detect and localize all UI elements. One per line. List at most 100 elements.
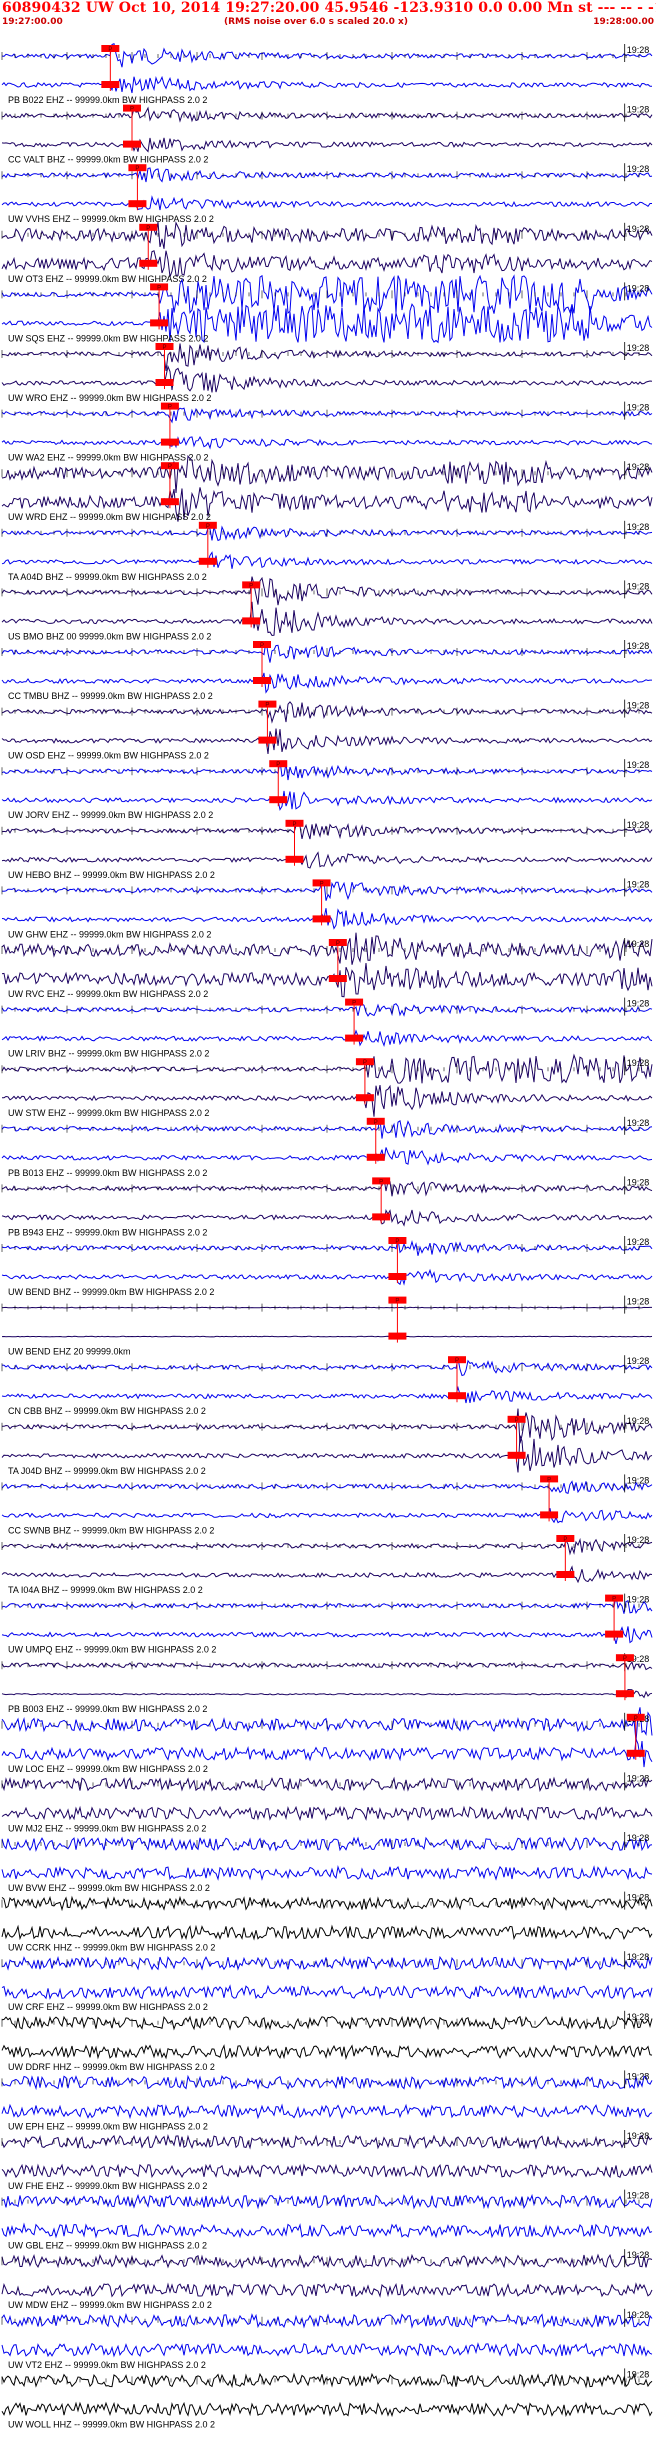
trace-label: PB B022 EHZ -- 99999.0km BW HIGHPASS 2.0… (8, 95, 207, 105)
trace-label: CN CBB BHZ -- 99999.0km BW HIGHPASS 2.0 … (8, 1406, 206, 1416)
time-ticks (1, 2257, 640, 2266)
minute-label: 19:28 (627, 1595, 650, 1605)
trace-row: 19:28 PB B943 EHZ -- 99999.0km BW HIGHPAS… (1, 1176, 653, 1237)
waveform-line (1, 1565, 653, 1584)
pick-label: P (395, 1299, 399, 1305)
trace-row: 19:28 UW MDW EHZ -- 99999.0km BW HIGHPASS… (1, 2249, 653, 2310)
pick-label: P (352, 1001, 356, 1007)
waveform-line (1, 576, 653, 606)
waveform-line (1, 1626, 653, 1645)
trace-label: US BMO BHZ 00 99999.0km BW HIGHPASS 2.0 … (8, 631, 211, 641)
minute-label: 19:28 (627, 1535, 650, 1545)
time-ticks (1, 1601, 640, 1610)
pick-label: P (130, 107, 134, 113)
waveform-line (1, 250, 653, 277)
trace-label: PB B013 EHZ -- 99999.0km BW HIGHPASS 2.0… (8, 1168, 207, 1178)
waveform-line (1, 487, 653, 522)
time-ticks (1, 2078, 640, 2087)
pick-box (128, 200, 147, 208)
pick-box (448, 1392, 466, 1400)
waveform-line (1, 601, 653, 637)
trace-row: 19:28 UW WOLL HHZ -- 99999.0km BW HIGHPAS… (1, 2368, 653, 2429)
minute-label: 19:28 (627, 760, 650, 770)
pick-label: P (206, 524, 210, 530)
trace-row: 19:28 US BMO BHZ 00 99999.0km BW HIGHPASS… (1, 576, 653, 641)
trace-row: 19:28 UW BEND BHZ -- 99999.0km BW HIGHPAS… (1, 1236, 653, 1297)
minute-label: 19:28 (627, 999, 650, 1009)
minute-label: 19:28 (627, 1475, 650, 1485)
time-ticks (1, 469, 640, 478)
trace-row: 19:28 UW VVHS EHZ -- 99999.0km BW HIGHPAS… (1, 163, 653, 224)
pick-box (160, 438, 179, 446)
pick-label: P (623, 1656, 627, 1662)
time-ticks (1, 1720, 640, 1729)
minute-label: 19:28 (627, 1118, 650, 1128)
waveform-line (1, 1924, 653, 1941)
time-ticks (1, 767, 640, 776)
waveform-line (1, 1385, 653, 1404)
trace-row: 19:28 UW UMPQ EHZ -- 99999.0km BW HIGHPAS… (1, 1593, 653, 1655)
minute-label: 19:28 (627, 1952, 650, 1962)
trace-label: UW WOLL HHZ -- 99999.0km BW HIGHPASS 2.0… (8, 2419, 215, 2429)
waveform-line (1, 2163, 653, 2179)
trace-row: 19:28 UW BVW EHZ -- 99999.0km BW HIGHPASS… (1, 1832, 653, 1893)
trace-label: UW VT2 EHZ -- 99999.0km BW HIGHPASS 2.0 … (8, 2360, 206, 2370)
minute-label: 19:28 (627, 2250, 650, 2260)
pick-box (285, 855, 304, 863)
trace-label: UW VVHS EHZ -- 99999.0km BW HIGHPASS 2.0… (8, 214, 214, 224)
waveform-line (1, 880, 653, 901)
time-ticks (1, 52, 640, 60)
minute-label: 19:28 (627, 641, 650, 651)
time-ticks (1, 230, 640, 239)
pick-box (128, 164, 147, 172)
pick-box (626, 1749, 645, 1757)
time-ticks (1, 1482, 640, 1491)
trace-row: 19:28 CC TMBU BHZ -- 99999.0km BW HIGHPAS… (1, 640, 653, 701)
pick-box (372, 1177, 391, 1185)
pick-label: P (146, 226, 150, 232)
time-ticks (1, 2316, 640, 2325)
waveform-line (1, 851, 653, 869)
trace-label: PB B943 EHZ -- 99999.0km BW HIGHPASS 2.0… (8, 1227, 207, 1237)
minute-label: 19:28 (627, 701, 650, 711)
trace-label: UW DDRF HHZ -- 99999.0km BW HIGHPASS 2.0… (8, 2062, 215, 2072)
trace-label: UW MDW EHZ -- 99999.0km BW HIGHPASS 2.0 … (8, 2300, 212, 2310)
pick-box (388, 1296, 407, 1304)
trace-row: 19:28 CC VALT BHZ -- 99999.0km BW HIGHPAS… (1, 103, 653, 165)
trace-row: 19:28 UW RVC EHZ -- 99999.0km BW HIGHPASS… (1, 932, 653, 999)
waveform-line (1, 2103, 653, 2120)
waveform-line (1, 1147, 653, 1166)
pick-box (160, 402, 179, 410)
minute-label: 19:28 (627, 2369, 650, 2379)
pick-box (155, 343, 174, 350)
trace-label: TA A04D BHZ -- 99999.0km BW HIGHPASS 2.0… (8, 572, 207, 582)
waveform-line (1, 1084, 653, 1117)
pick-box (123, 140, 141, 148)
pick-box (150, 319, 169, 327)
waveform-line (1, 551, 653, 569)
pick-box (448, 1356, 466, 1364)
time-ticks (1, 290, 640, 299)
pick-box (540, 1475, 559, 1483)
start-time: 19:27:00.00 (2, 17, 63, 27)
waveform-line (1, 1335, 653, 1338)
time-ticks (1, 2197, 640, 2206)
time-ticks (1, 588, 640, 597)
trace-label: UW CRF EHZ -- 99999.0km BW HIGHPASS 2.0 … (8, 2002, 208, 2012)
waveform-line (1, 1268, 653, 1286)
trace-row: 19:28 UW JORV EHZ -- 99999.0km BW HIGHPAS… (1, 759, 653, 820)
time-ticks (1, 1959, 640, 1968)
minute-label: 19:28 (627, 1058, 650, 1068)
waveform-line (1, 728, 653, 754)
time-ticks (1, 707, 640, 716)
time-ticks (1, 1780, 640, 1789)
waveform-line (1, 137, 653, 153)
trace-label: CC SWNB BHZ -- 99999.0km BW HIGHPASS 2.0… (8, 1525, 214, 1535)
pick-label: P (455, 1358, 459, 1364)
trace-label: UW GBL EHZ -- 99999.0km BW HIGHPASS 2.0 … (8, 2241, 207, 2251)
pick-box (198, 557, 217, 565)
minute-label: 19:28 (627, 164, 650, 174)
trace-label: UW OSD EHZ -- 99999.0km BW HIGHPASS 2.0 … (8, 751, 209, 761)
pick-label: P (135, 166, 139, 172)
pick-box (285, 819, 304, 827)
